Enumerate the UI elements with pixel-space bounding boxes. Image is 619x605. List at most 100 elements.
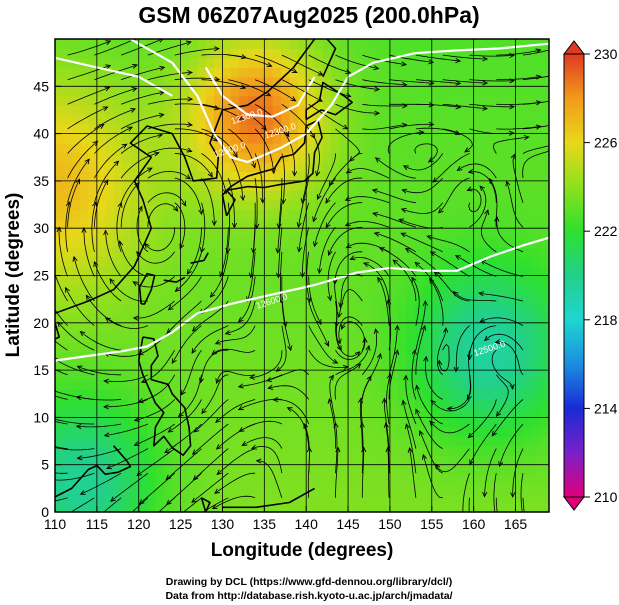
field-cell — [163, 303, 173, 314]
field-cell — [448, 199, 458, 210]
field-cell — [80, 180, 90, 191]
field-cell — [188, 351, 198, 362]
field-cell — [155, 180, 165, 191]
field-cell — [264, 256, 274, 267]
field-cell — [88, 332, 98, 343]
streamline-arrowhead — [510, 492, 516, 498]
field-cell — [147, 228, 157, 239]
streamline — [227, 177, 235, 228]
field-cell — [130, 266, 140, 277]
field-cell — [130, 95, 140, 106]
field-cell — [490, 379, 500, 390]
field-cell — [188, 294, 198, 305]
field-cell — [448, 313, 458, 324]
streamline — [499, 423, 524, 467]
field-cell — [264, 474, 274, 485]
field-cell — [113, 275, 123, 286]
field-cell — [297, 474, 307, 485]
field-cell — [247, 76, 257, 87]
field-cell — [498, 218, 508, 229]
field-cell — [180, 143, 190, 154]
streamline-arrowhead — [106, 464, 113, 470]
field-cell — [507, 171, 517, 182]
field-cell — [507, 332, 517, 343]
field-cell — [121, 190, 131, 201]
field-cell — [147, 493, 157, 504]
field-cell — [440, 171, 450, 182]
field-cell — [289, 445, 299, 456]
field-cell — [297, 171, 307, 182]
field-cell — [482, 389, 491, 400]
field-cell — [406, 67, 416, 78]
field-cell — [197, 398, 207, 409]
streamline — [377, 277, 390, 326]
streamline-arrowhead — [113, 160, 120, 167]
field-cell — [448, 133, 458, 144]
field-cell — [406, 161, 416, 173]
field-cell — [281, 483, 291, 494]
field-cell — [163, 417, 173, 428]
field-cell — [96, 322, 106, 333]
field-cell — [88, 275, 98, 286]
field-cell — [247, 417, 257, 428]
field-cell — [230, 455, 240, 466]
field-cell — [532, 389, 542, 400]
field-cell — [306, 389, 316, 400]
streamline — [392, 259, 417, 302]
field-cell — [88, 370, 98, 381]
field-cell — [448, 360, 458, 371]
field-cell — [364, 105, 374, 116]
field-cell — [532, 474, 542, 485]
field-cell — [272, 313, 282, 324]
field-cell — [523, 483, 533, 494]
field-cell — [113, 294, 123, 305]
field-cell — [289, 294, 299, 305]
field-cell — [356, 426, 366, 437]
field-cell — [431, 426, 441, 437]
field-cell — [356, 133, 366, 144]
streamline — [522, 49, 549, 56]
field-cell — [172, 379, 182, 390]
field-cell — [348, 266, 358, 277]
field-cell — [532, 161, 542, 173]
field-cell — [297, 313, 307, 324]
field-cell — [473, 360, 483, 371]
field-cell — [381, 426, 391, 437]
field-cell — [172, 209, 182, 220]
field-cell — [381, 464, 391, 475]
streamline-arrowhead — [455, 58, 462, 64]
field-cell — [247, 124, 257, 135]
field-cell — [406, 493, 416, 504]
field-cell — [373, 161, 383, 173]
streamline-arrowhead — [482, 80, 489, 86]
streamline-arrowhead — [186, 268, 192, 275]
field-cell — [155, 294, 165, 305]
field-cell — [239, 48, 249, 59]
field-cell — [532, 398, 542, 409]
streamline-arrowhead — [181, 200, 187, 207]
field-cell — [540, 379, 549, 390]
field-cell — [431, 48, 441, 59]
field-cell — [364, 370, 374, 381]
field-cell — [523, 199, 533, 210]
field-cell — [105, 228, 115, 239]
field-cell — [331, 389, 341, 400]
field-cell — [147, 256, 157, 267]
field-cell — [247, 436, 257, 447]
field-cell — [339, 86, 349, 97]
streamline — [489, 178, 498, 228]
field-cell — [498, 474, 508, 485]
field-cell — [398, 303, 408, 314]
field-cell — [507, 360, 517, 371]
streamline — [318, 227, 336, 274]
streamline-arrowhead — [127, 126, 134, 132]
field-cell — [188, 190, 198, 201]
field-cell — [465, 417, 475, 428]
field-cell — [465, 464, 475, 475]
field-cell — [255, 124, 265, 135]
field-cell — [230, 294, 240, 305]
field-cell — [255, 407, 265, 418]
field-cell — [80, 455, 90, 466]
field-cell — [205, 95, 215, 106]
streamline-arrowhead — [251, 162, 257, 169]
